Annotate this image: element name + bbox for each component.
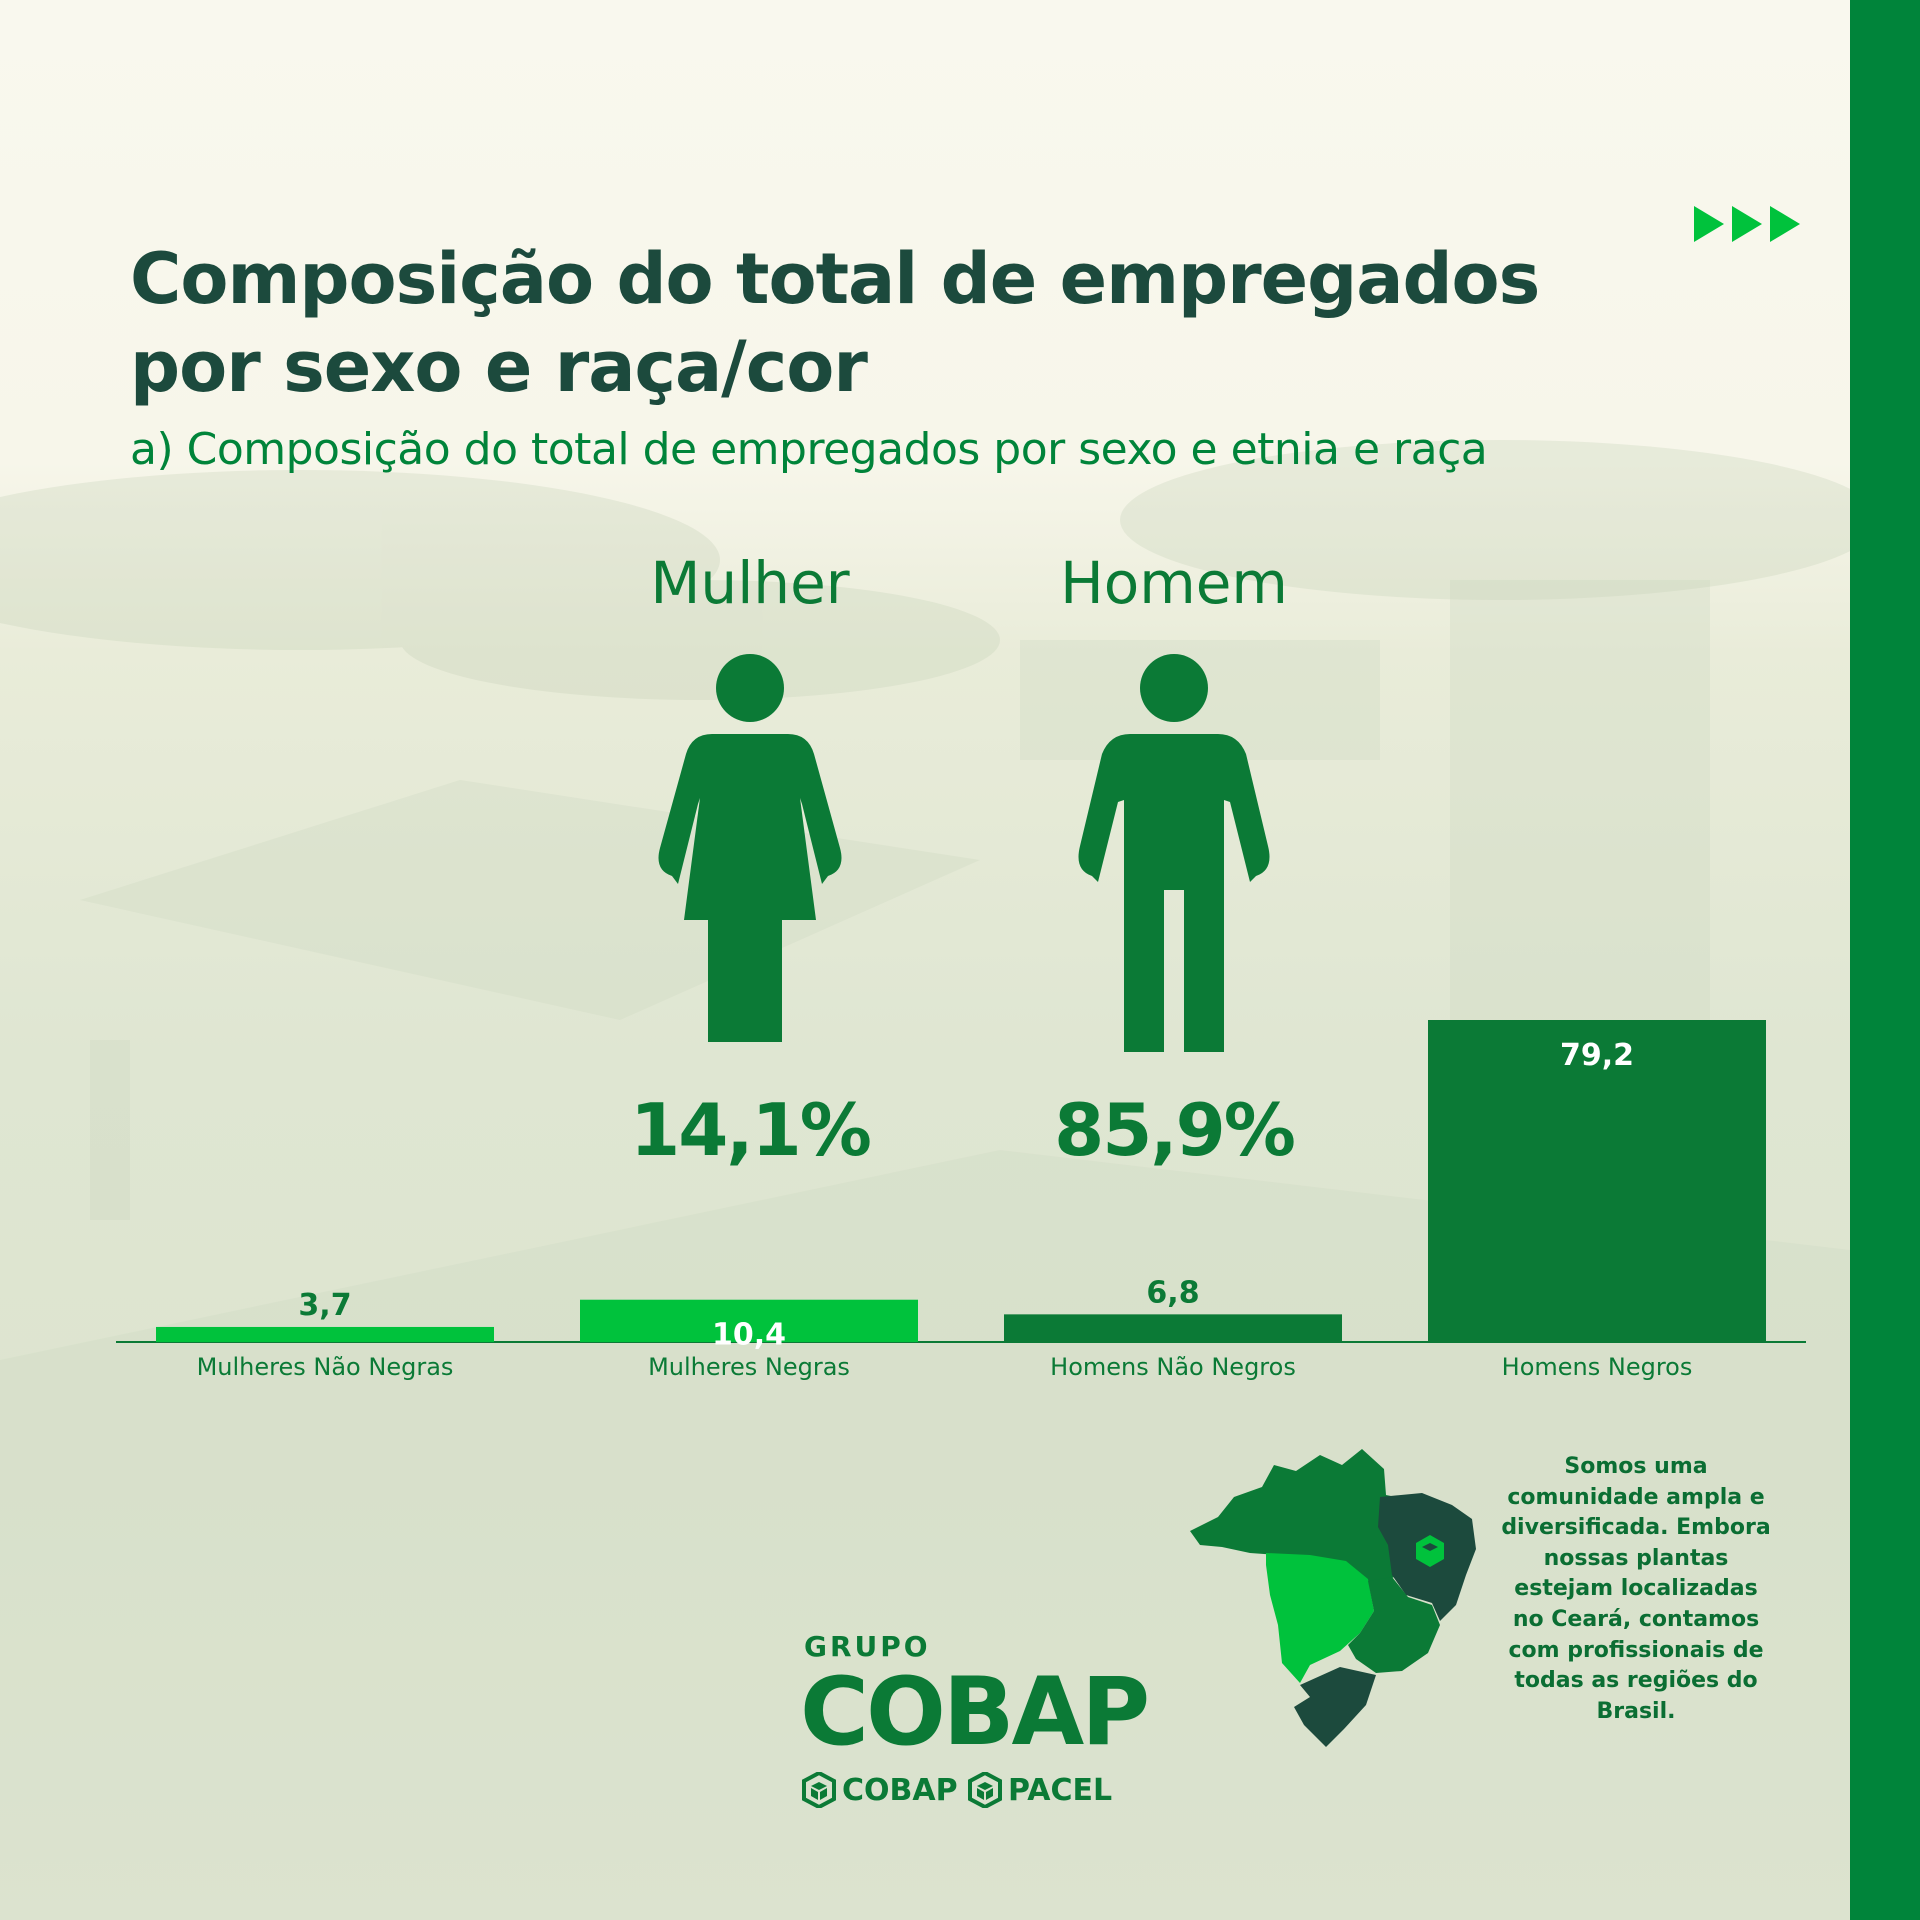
logo-brand-cobap: COBAP xyxy=(802,1772,958,1808)
cube-icon xyxy=(968,1772,1002,1808)
logo-main-text: COBAP xyxy=(800,1658,1150,1767)
cube-icon xyxy=(802,1772,836,1808)
gender-percent-man: 85,9% xyxy=(1054,1088,1296,1172)
right-accent-band xyxy=(1850,0,1920,1920)
page-subtitle: a) Composição do total de empregados por… xyxy=(130,424,1488,475)
bar xyxy=(1428,1020,1766,1342)
bar-value-label: 10,4 xyxy=(712,1318,786,1353)
logo-group-text: GRUPO xyxy=(804,1630,931,1663)
gender-label-woman: Mulher xyxy=(650,549,850,617)
woman-icon xyxy=(658,654,842,1042)
page-title: Composição do total de empregados por se… xyxy=(130,238,1540,408)
category-label: Mulheres Negras xyxy=(648,1353,850,1381)
logo-brand-cobap-text: COBAP xyxy=(842,1772,958,1808)
logo-brand-pacel: PACEL xyxy=(968,1772,1112,1808)
brazil-map-icon xyxy=(1190,1449,1476,1747)
play-arrows-icon xyxy=(1694,206,1800,242)
diversity-statement: Somos uma comunidade ampla e diversifica… xyxy=(1501,1454,1771,1724)
man-icon xyxy=(1078,654,1270,1052)
bar xyxy=(1004,1314,1342,1342)
logo-brand-pacel-text: PACEL xyxy=(1008,1772,1113,1808)
category-label: Homens Negros xyxy=(1502,1353,1693,1381)
bar xyxy=(156,1326,494,1342)
grupo-cobap-logo: GRUPO COBAP COBAP PACEL xyxy=(800,1630,1150,1820)
bar-value-label: 79,2 xyxy=(1560,1038,1634,1073)
category-label: Homens Não Negros xyxy=(1050,1353,1296,1381)
bar-value-label: 3,7 xyxy=(298,1288,351,1323)
bar xyxy=(580,1299,918,1342)
gender-percent-woman: 14,1% xyxy=(630,1088,872,1172)
bar-value-label: 6,8 xyxy=(1146,1275,1199,1310)
category-label: Mulheres Não Negras xyxy=(197,1353,454,1381)
gender-label-man: Homem xyxy=(1060,549,1288,617)
